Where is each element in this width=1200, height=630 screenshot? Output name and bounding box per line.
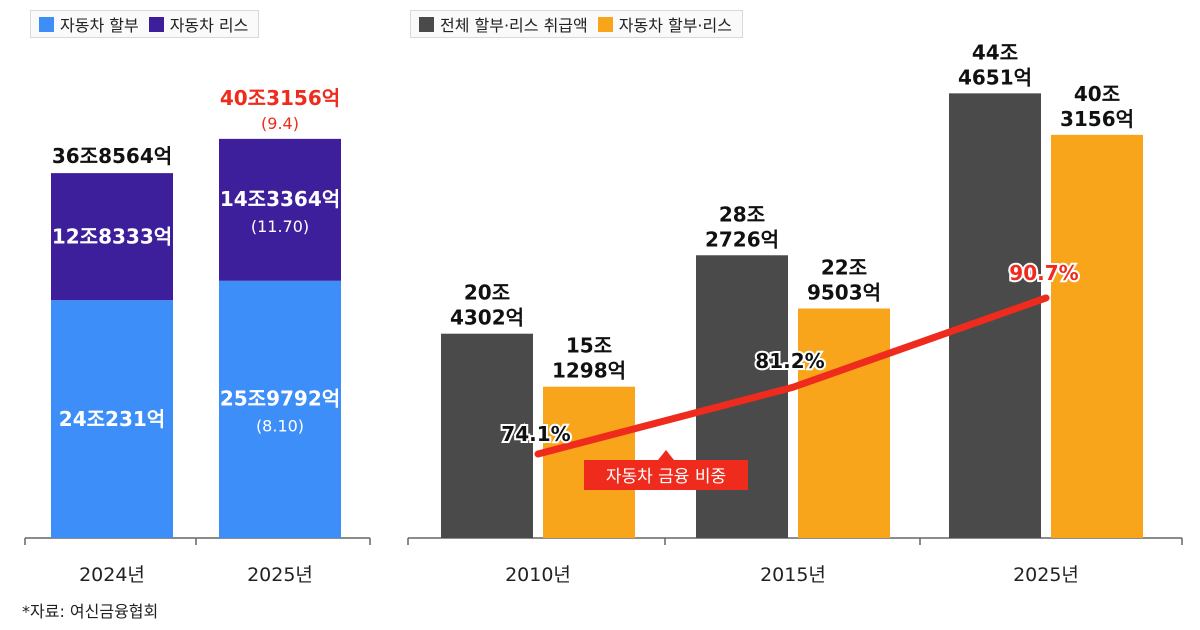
legend-left: 자동차 할부 자동차 리스	[30, 10, 260, 38]
x-tick-label-right: 2015년	[760, 564, 826, 586]
legend-swatch	[419, 16, 434, 32]
legend-item-auto: 자동차 할부·리스	[597, 12, 732, 36]
data-label-line1: 22조	[821, 255, 867, 279]
x-tick-label-right: 2010년	[505, 564, 571, 586]
legend-swatch	[148, 16, 164, 32]
bar-lease	[219, 138, 341, 281]
legend-label: 자동차 할부	[60, 16, 139, 35]
x-tick-label-left: 2024년	[79, 564, 145, 586]
data-label-line1: 40조	[1074, 82, 1120, 106]
data-label-line1: 28조	[719, 202, 765, 226]
data-label-line2: 2726억	[705, 227, 779, 251]
legend-swatch	[597, 16, 613, 32]
legend-label: 자동차 리스	[169, 16, 249, 35]
data-label-lease: 14조3364억	[220, 187, 340, 211]
callout-pointer	[658, 450, 674, 460]
legend-item-lease: 자동차 리스	[148, 12, 249, 36]
x-tick-label-right: 2025년	[1013, 564, 1079, 586]
share-line-point-label: 81.2%	[755, 349, 824, 373]
bar-total	[696, 255, 788, 539]
data-label-line1: 20조	[464, 281, 510, 305]
bar-total	[441, 333, 533, 538]
total-label: 40조3156억	[220, 86, 340, 110]
data-label-installment: 24조231억	[59, 407, 165, 431]
legend-label: 전체 할부·리스 취급액	[440, 16, 588, 35]
source-note: *자료: 여신금융협회	[22, 602, 159, 621]
share-line-point-label: 74.1%	[501, 422, 570, 446]
data-label-line2: 1298억	[552, 359, 626, 383]
share-line	[534, 294, 1050, 458]
data-sublabel-installment: (8.10)	[256, 416, 304, 435]
legend-item-installment: 자동차 할부	[39, 12, 139, 36]
data-label-line2: 9503억	[807, 280, 881, 304]
total-sublabel: (9.4)	[261, 114, 299, 133]
share-line-point-label: 90.7%	[1009, 261, 1078, 285]
total-label: 36조8564억	[52, 144, 172, 168]
bar-lease	[51, 173, 173, 301]
bar-installment	[51, 300, 173, 538]
bar-installment	[219, 280, 341, 538]
data-label-line2: 4302억	[450, 306, 524, 330]
legend-item-total: 전체 할부·리스 취급액	[419, 12, 588, 36]
bar-auto	[1051, 134, 1143, 538]
x-tick-label-left: 2025년	[247, 564, 313, 586]
line-series-label: 자동차 금융 비중	[606, 467, 726, 487]
callout-box	[584, 460, 748, 490]
legend-label: 자동차 할부·리스	[618, 16, 732, 35]
data-label-line1: 15조	[566, 334, 612, 358]
data-label-installment: 25조9792억	[220, 386, 340, 410]
data-sublabel-lease: (11.70)	[251, 217, 309, 236]
data-label-lease: 12조8333억	[52, 225, 172, 249]
data-label-line1: 44조	[972, 40, 1018, 64]
data-label-line2: 4651억	[958, 65, 1032, 89]
data-label-line2: 3156억	[1060, 107, 1134, 131]
legend-swatch	[39, 16, 54, 32]
legend-right: 전체 할부·리스 취급액 자동차 할부·리스	[410, 10, 743, 38]
bar-auto	[798, 308, 890, 538]
